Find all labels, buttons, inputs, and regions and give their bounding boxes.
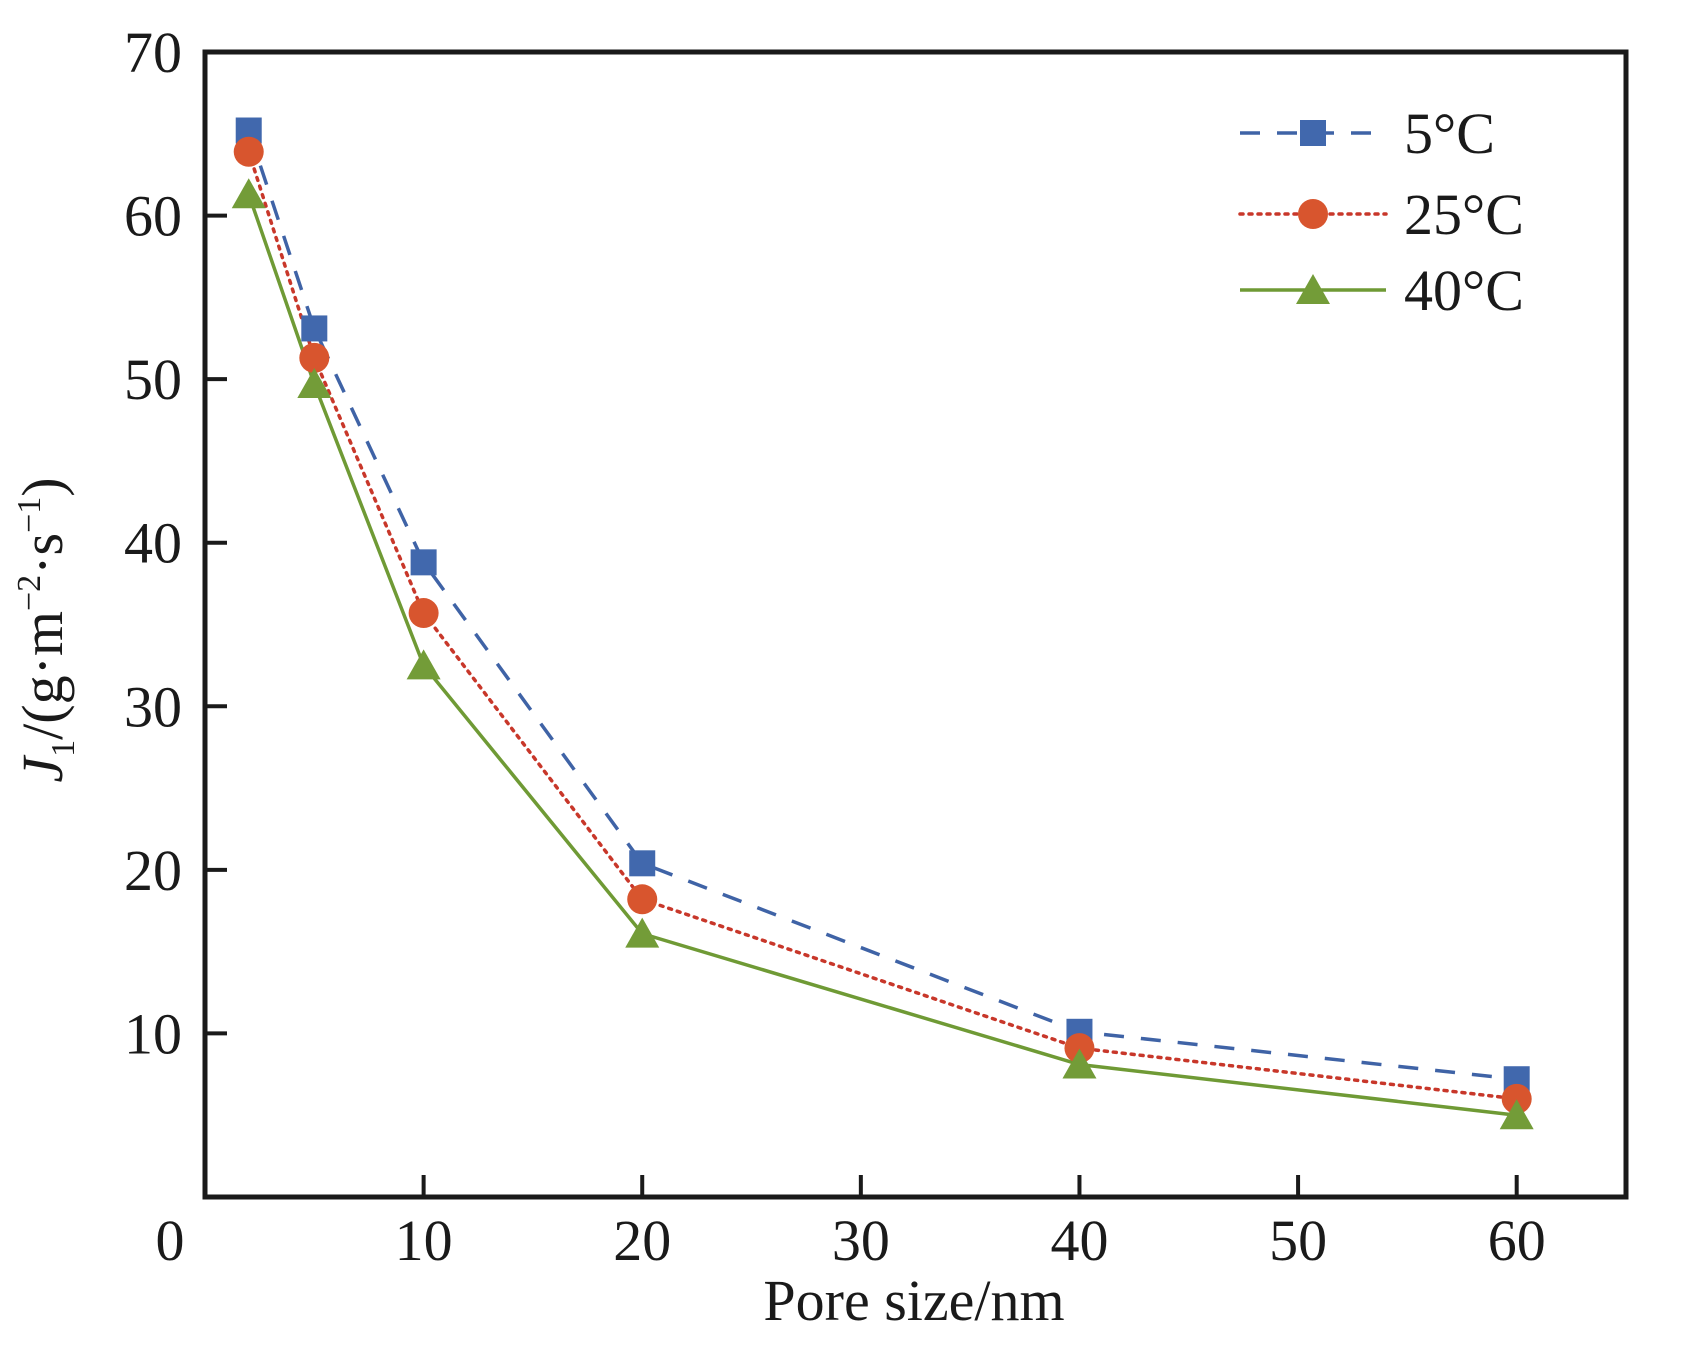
x-tick-label: 30 xyxy=(832,1208,890,1273)
y-axis-title-unit-suffix: ) xyxy=(10,477,75,496)
y-axis-title: J1/(g·m−2·s−1) xyxy=(10,477,82,782)
y-axis-title-symbol: J xyxy=(10,754,75,783)
data-point-triangle xyxy=(1499,1099,1534,1130)
data-point-triangle xyxy=(406,649,441,680)
data-point-circle xyxy=(299,342,330,373)
data-point-triangle xyxy=(231,178,266,209)
data-point-triangle xyxy=(625,917,660,948)
y-axis-title-exp2: −1 xyxy=(11,497,48,533)
y-tick-label: 40 xyxy=(124,511,182,576)
series-markers-3 xyxy=(231,178,1534,1130)
x-tick-label: 50 xyxy=(1269,1208,1327,1273)
data-point-triangle xyxy=(1062,1048,1097,1079)
y-tick-label: 70 xyxy=(124,20,182,85)
data-point-circle xyxy=(1064,1033,1095,1064)
series-line-3 xyxy=(247,193,1517,1117)
legend-marker-square xyxy=(1300,120,1326,146)
legend: 5°C 25°C 40°C xyxy=(1238,101,1524,323)
x-tick-label: 40 xyxy=(1050,1208,1108,1273)
y-tick-label: 50 xyxy=(124,347,182,412)
series-markers xyxy=(231,117,1534,1130)
legend-label: 40°C xyxy=(1404,258,1524,323)
plot-border xyxy=(202,49,1629,1200)
x-axis-title: Pore size/nm xyxy=(763,1268,1064,1333)
data-point-circle xyxy=(233,136,264,167)
series-line-1 xyxy=(247,129,1517,1081)
data-point-square xyxy=(301,315,328,342)
series-lines xyxy=(246,129,1519,1117)
x-tick-label: 20 xyxy=(613,1208,671,1273)
x-tick-label: 10 xyxy=(395,1208,453,1273)
y-axis-title-subscript: 1 xyxy=(45,740,82,757)
legend-item: 25°C xyxy=(1238,182,1524,247)
y-axis-ticks: 10 20 30 40 50 60 70 xyxy=(124,20,227,1066)
legend-label: 25°C xyxy=(1404,182,1524,247)
legend-label: 5°C xyxy=(1404,101,1495,166)
legend-marker-triangle xyxy=(1296,274,1330,304)
x-axis-ticks: 0 10 20 30 40 50 60 xyxy=(156,1175,1546,1273)
y-tick-label: 30 xyxy=(124,674,182,739)
y-axis-title-unit-mid: ·s xyxy=(10,533,75,575)
y-axis-title-unit-prefix: /(g·m xyxy=(10,611,75,740)
data-point-square xyxy=(629,850,656,877)
y-tick-label: 10 xyxy=(124,1001,182,1066)
legend-item: 5°C xyxy=(1240,101,1495,166)
y-tick-label: 60 xyxy=(124,184,182,249)
x-tick-label: 0 xyxy=(156,1208,185,1273)
series-markers-2 xyxy=(233,136,1532,1114)
data-point-circle xyxy=(1501,1083,1532,1114)
y-axis-title-exp1: −2 xyxy=(11,575,48,611)
legend-marker-circle xyxy=(1298,199,1328,229)
data-point-square xyxy=(410,549,437,576)
data-point-triangle xyxy=(297,368,332,399)
data-point-circle xyxy=(627,884,658,915)
data-point-circle xyxy=(408,598,439,629)
legend-item: 40°C xyxy=(1240,258,1524,323)
plot-frame xyxy=(202,49,1629,1200)
series-line-2 xyxy=(246,150,1519,1101)
y-tick-label: 20 xyxy=(124,838,182,903)
x-tick-label: 60 xyxy=(1488,1208,1546,1273)
